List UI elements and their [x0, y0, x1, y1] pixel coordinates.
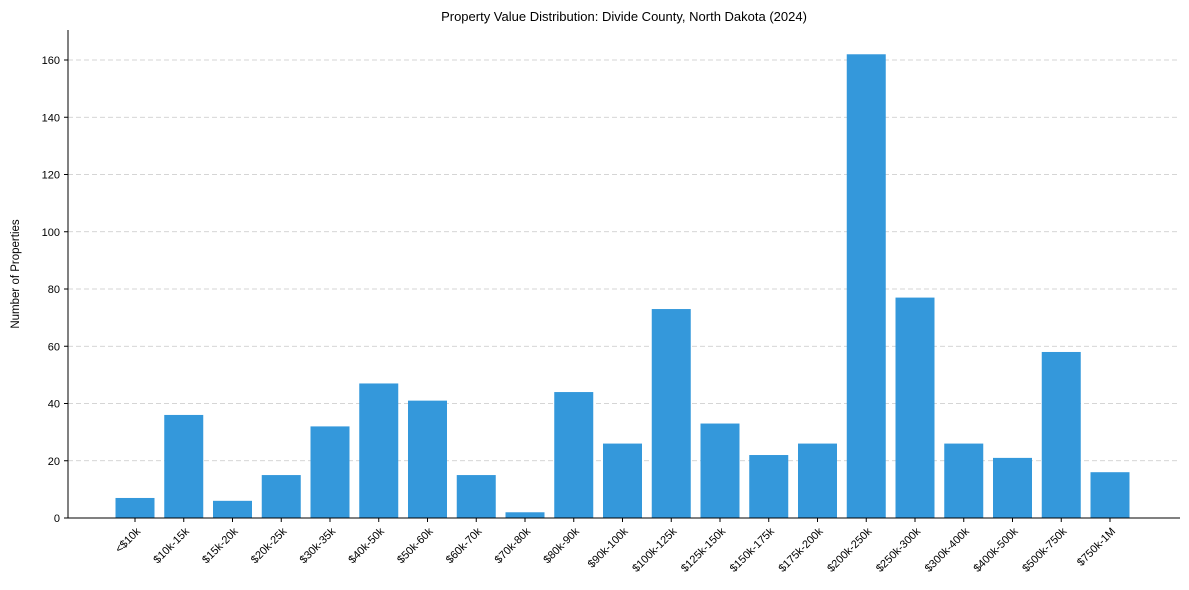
bar — [993, 457, 1032, 518]
y-tick-label: 20 — [48, 456, 60, 468]
x-tick-label: $300k-400k — [923, 525, 972, 574]
chart-title: Property Value Distribution: Divide Coun… — [441, 9, 807, 24]
y-tick-label: 80 — [48, 284, 60, 296]
x-tick-label: $20k-25k — [249, 525, 290, 566]
bar — [261, 475, 301, 518]
bar — [798, 443, 837, 518]
bar — [164, 414, 204, 518]
y-axis-label: Number of Properties — [10, 219, 22, 329]
y-tick-label: 0 — [54, 513, 60, 525]
bar — [1090, 472, 1130, 518]
bar — [1041, 351, 1081, 518]
bar — [700, 423, 740, 518]
x-tick-label: $15k-20k — [200, 525, 241, 566]
x-tick-label: $125k-150k — [679, 525, 728, 574]
x-tick-label: $200k-250k — [825, 525, 874, 574]
x-tick-label: $100k-125k — [630, 525, 679, 574]
x-tick-label: <$10k — [113, 525, 143, 555]
x-tick-label: $90k-100k — [586, 525, 631, 570]
y-tick-label: 120 — [42, 170, 60, 182]
x-tick-label: $50k-60k — [395, 525, 436, 566]
x-tick-label: $40k-50k — [346, 525, 387, 566]
bar — [846, 54, 886, 519]
x-tick-label: $500k-750k — [1020, 525, 1069, 574]
y-tick-label: 160 — [42, 55, 60, 67]
x-tick-label: $30k-35k — [298, 525, 339, 566]
bar — [408, 400, 447, 518]
x-tick-label: $150k-175k — [728, 525, 777, 574]
x-tick-label: $60k-70k — [444, 525, 485, 566]
x-tick-label: $80k-90k — [541, 525, 582, 566]
bar — [505, 512, 545, 518]
bar — [944, 443, 984, 518]
bar — [554, 392, 594, 518]
x-tick-label: $400k-500k — [971, 525, 1020, 574]
x-tick-label: $250k-300k — [874, 525, 923, 574]
x-tick-label: $750k-1M — [1075, 526, 1118, 569]
x-tick-label: $70k-80k — [493, 525, 534, 566]
y-tick-label: 140 — [42, 112, 60, 124]
bar — [359, 383, 399, 518]
y-tick-label: 100 — [42, 227, 60, 239]
y-tick-label: 60 — [48, 341, 60, 353]
bar — [456, 475, 496, 518]
x-tick-label: $175k-200k — [776, 525, 825, 574]
bar — [603, 443, 642, 518]
bar — [749, 455, 789, 518]
bar — [651, 309, 691, 518]
y-tick-label: 40 — [48, 399, 60, 411]
bar — [310, 426, 350, 518]
x-tick-label: $10k-15k — [151, 525, 192, 566]
bar — [895, 297, 935, 518]
bar — [115, 497, 155, 518]
bar — [213, 500, 252, 518]
